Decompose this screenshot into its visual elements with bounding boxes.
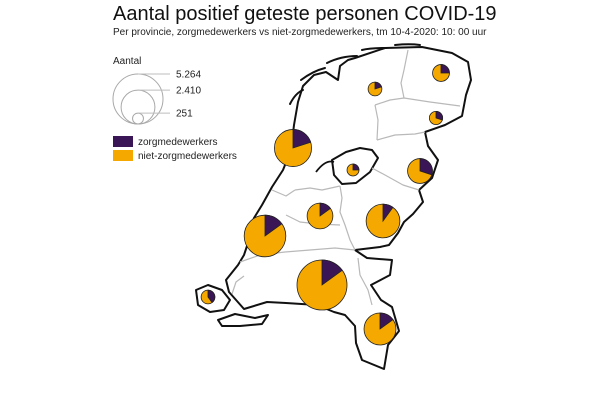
pie-slice-zorgmedewerkers xyxy=(321,259,343,286)
province-pies xyxy=(200,64,450,346)
pie-slice-zorgmedewerkers xyxy=(292,129,312,149)
border-gelderland-west xyxy=(339,185,356,251)
size-legend: Aantal 5.264 2.410 251 xyxy=(112,56,201,125)
size-legend-circle-1 xyxy=(120,89,156,125)
pie-slice-zorgmedewerkers xyxy=(379,312,394,330)
wadden-islands xyxy=(289,43,421,105)
pie-zuid-holland xyxy=(243,214,287,258)
size-legend-circle-0 xyxy=(112,73,164,125)
border-friesland-drenthe xyxy=(374,104,379,141)
island-texel xyxy=(289,89,304,105)
pie-noord-holland xyxy=(274,129,312,167)
pie-flevoland xyxy=(346,163,360,177)
color-legend-label-niet-zorgmedewerkers: niet-zorgmedewerkers xyxy=(138,151,237,162)
pie-slice-zorgmedewerkers xyxy=(352,163,360,171)
island-ameland xyxy=(361,47,387,51)
pie-limburg xyxy=(363,312,397,346)
color-legend: zorgmedewerkers niet-zorgmedewerkers xyxy=(113,136,237,162)
pie-slice-zorgmedewerkers xyxy=(374,81,383,90)
map-subtitle: Per provincie, zorgmedewerkers vs niet-z… xyxy=(113,27,487,38)
pie-gelderland xyxy=(365,203,401,239)
size-legend-label-0: 5.264 xyxy=(176,70,201,81)
size-legend-label-1: 2.410 xyxy=(176,86,201,97)
island-terschelling xyxy=(326,55,358,64)
pie-slice-zorgmedewerkers xyxy=(207,289,216,304)
color-legend-swatch-zorgmedewerkers xyxy=(113,136,133,147)
island-vlieland xyxy=(300,67,326,81)
pie-groningen xyxy=(432,64,450,82)
color-legend-swatch-niet-zorgmedewerkers xyxy=(113,150,133,161)
size-legend-title: Aantal xyxy=(113,56,141,67)
pie-overijssel xyxy=(407,158,433,184)
pie-zeeland xyxy=(200,289,216,305)
island-schiermonnikoog xyxy=(394,43,421,46)
border-zeeland-brabant xyxy=(231,275,245,295)
border-drenthe-north xyxy=(374,97,461,107)
border-zh-brabant xyxy=(239,247,356,263)
country-shape xyxy=(195,46,472,370)
color-legend-label-zorgmedewerkers: zorgmedewerkers xyxy=(138,137,217,148)
border-nh-zh xyxy=(271,189,296,197)
border-friesland-groningen xyxy=(400,49,409,99)
pie-noord-brabant xyxy=(296,259,348,311)
size-legend-circles: 5.264 2.410 251 xyxy=(112,70,201,125)
pie-drenthe xyxy=(428,110,444,126)
border-drenthe-overijssel xyxy=(376,131,426,141)
border-overijssel-gelderland xyxy=(371,167,420,191)
size-legend-circle-2 xyxy=(132,112,144,125)
border-utrecht-nh xyxy=(294,185,341,191)
pie-slice-zorgmedewerkers xyxy=(382,203,394,223)
pie-slice-zorgmedewerkers xyxy=(419,158,433,176)
pie-slice-zorgmedewerkers xyxy=(264,214,283,237)
map-title: Aantal positief geteste personen COVID-1… xyxy=(113,3,497,25)
pie-slice-zorgmedewerkers xyxy=(435,110,444,121)
size-legend-label-2: 251 xyxy=(176,109,193,120)
pie-slice-zorgmedewerkers xyxy=(319,202,331,217)
pie-friesland xyxy=(367,81,383,97)
border-brabant-limburg xyxy=(357,257,373,306)
pie-slice-zorgmedewerkers xyxy=(440,64,450,74)
zeeland-flanders-outline xyxy=(217,313,269,327)
markermeer-outline xyxy=(315,160,335,173)
pie-utrecht xyxy=(306,202,334,230)
